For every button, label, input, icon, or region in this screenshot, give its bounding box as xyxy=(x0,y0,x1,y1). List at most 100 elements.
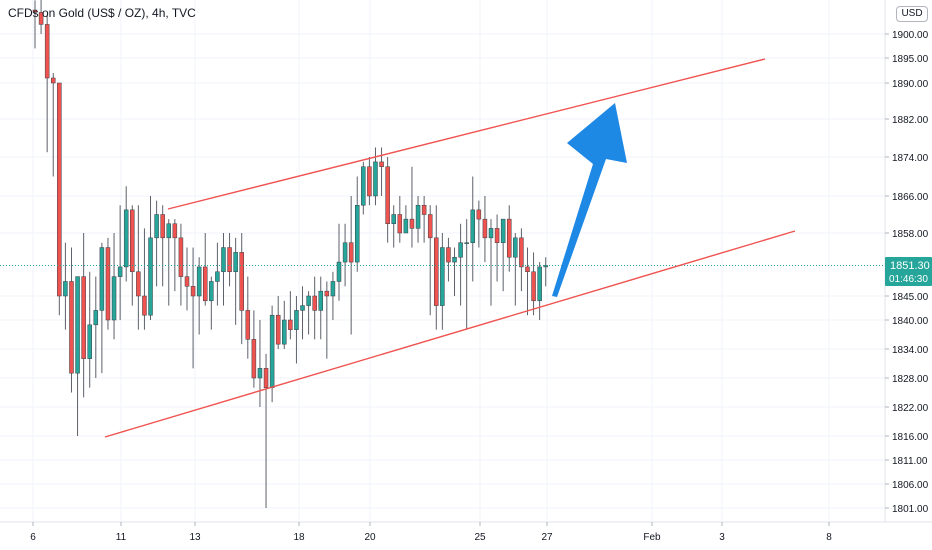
candle-body xyxy=(446,247,451,263)
candle-body xyxy=(458,242,463,258)
candle xyxy=(99,242,105,374)
bullish-arrow-icon[interactable] xyxy=(552,103,627,297)
price-tick-label: 1828.00 xyxy=(892,374,929,385)
candle-body xyxy=(452,256,457,263)
candle xyxy=(69,247,74,393)
candle xyxy=(482,196,488,263)
candle xyxy=(32,0,38,49)
candle xyxy=(409,166,415,248)
candle-body xyxy=(379,161,384,167)
candle-body xyxy=(239,252,244,311)
price-tick-label: 1806.00 xyxy=(892,480,929,491)
time-tick-label: 6 xyxy=(30,532,36,543)
candle-body xyxy=(312,295,317,311)
candle-body xyxy=(421,205,427,215)
candle-body xyxy=(288,319,293,330)
candle-body xyxy=(148,237,153,316)
time-tick-label: 18 xyxy=(293,532,305,543)
candle xyxy=(123,186,129,282)
channel-upper-line[interactable] xyxy=(167,58,766,210)
time-tick-label: 3 xyxy=(719,532,725,543)
candle-body xyxy=(427,214,433,239)
chart-grid xyxy=(0,0,885,522)
candle-body xyxy=(69,281,74,374)
candle-body xyxy=(476,209,482,220)
candle xyxy=(44,14,50,153)
candle-body xyxy=(154,214,159,239)
price-axis-labels[interactable]: 1900.00 1895.00 1890.00 1882.00 1874.00 1866.… xyxy=(885,30,929,515)
candle xyxy=(525,247,530,316)
candle xyxy=(500,218,506,292)
candle xyxy=(209,276,214,330)
candle xyxy=(87,271,92,388)
candle-body xyxy=(409,218,415,229)
candle xyxy=(470,176,476,282)
candle-body xyxy=(494,228,500,243)
candle xyxy=(288,291,293,340)
candle-body xyxy=(190,286,196,297)
candle xyxy=(464,219,469,330)
time-tick-label: 20 xyxy=(364,532,376,543)
candle xyxy=(494,214,500,282)
channel-lower-line[interactable] xyxy=(104,230,796,438)
candle xyxy=(142,228,147,330)
candle xyxy=(488,219,494,306)
price-tick-label: 1834.00 xyxy=(892,345,929,356)
candle xyxy=(282,300,287,349)
candle xyxy=(75,276,80,436)
candle xyxy=(202,233,208,306)
price-tick-label: 1811.00 xyxy=(892,456,928,467)
candle-body xyxy=(531,271,536,302)
candle-body xyxy=(63,281,68,297)
time-axis-labels[interactable]: 6 11 13 18 20 25 27 Feb 3 8 xyxy=(30,522,832,543)
candle xyxy=(336,223,342,301)
time-tick-label: 8 xyxy=(826,532,832,543)
candle-body xyxy=(391,214,396,224)
candle-body xyxy=(385,166,390,224)
candle xyxy=(245,276,251,359)
candle-body xyxy=(415,205,421,229)
candle-body xyxy=(209,281,214,302)
candle xyxy=(263,353,269,508)
candle xyxy=(452,247,457,296)
candle-body xyxy=(38,12,44,25)
candle xyxy=(117,205,123,320)
candle xyxy=(391,205,396,248)
candle xyxy=(233,237,238,325)
candle xyxy=(537,262,542,320)
candle-body xyxy=(470,209,476,243)
price-tick-label: 1866.00 xyxy=(892,192,929,203)
candle xyxy=(227,233,232,287)
candle-body xyxy=(361,166,366,206)
candle-body xyxy=(105,247,111,321)
candle-body xyxy=(245,310,251,340)
candle-body xyxy=(373,161,378,197)
candle xyxy=(458,223,463,306)
candle-body xyxy=(32,9,38,13)
candle xyxy=(63,242,68,330)
candle xyxy=(257,320,263,407)
candle xyxy=(111,233,117,340)
current-price-tag xyxy=(885,257,932,286)
candle-body xyxy=(81,276,86,359)
candle-body xyxy=(257,368,263,379)
price-tick-label: 1840.00 xyxy=(892,316,929,327)
candle xyxy=(275,296,281,349)
candle-body xyxy=(136,271,141,297)
candle xyxy=(196,257,202,335)
candle-body xyxy=(233,252,238,273)
current-price-value: 1851.30 xyxy=(890,260,930,272)
candle xyxy=(385,157,390,243)
channel-drawings[interactable] xyxy=(104,58,796,438)
price-tick-label: 1895.00 xyxy=(892,54,929,65)
candle-body xyxy=(434,237,439,306)
candle-body xyxy=(543,265,548,268)
candle xyxy=(506,205,512,272)
candle xyxy=(427,205,433,316)
candle xyxy=(50,73,56,177)
price-tick-label: 1858.00 xyxy=(892,229,929,240)
candle-body xyxy=(300,305,305,311)
currency-button[interactable]: USD xyxy=(896,6,928,22)
candle xyxy=(306,291,311,335)
